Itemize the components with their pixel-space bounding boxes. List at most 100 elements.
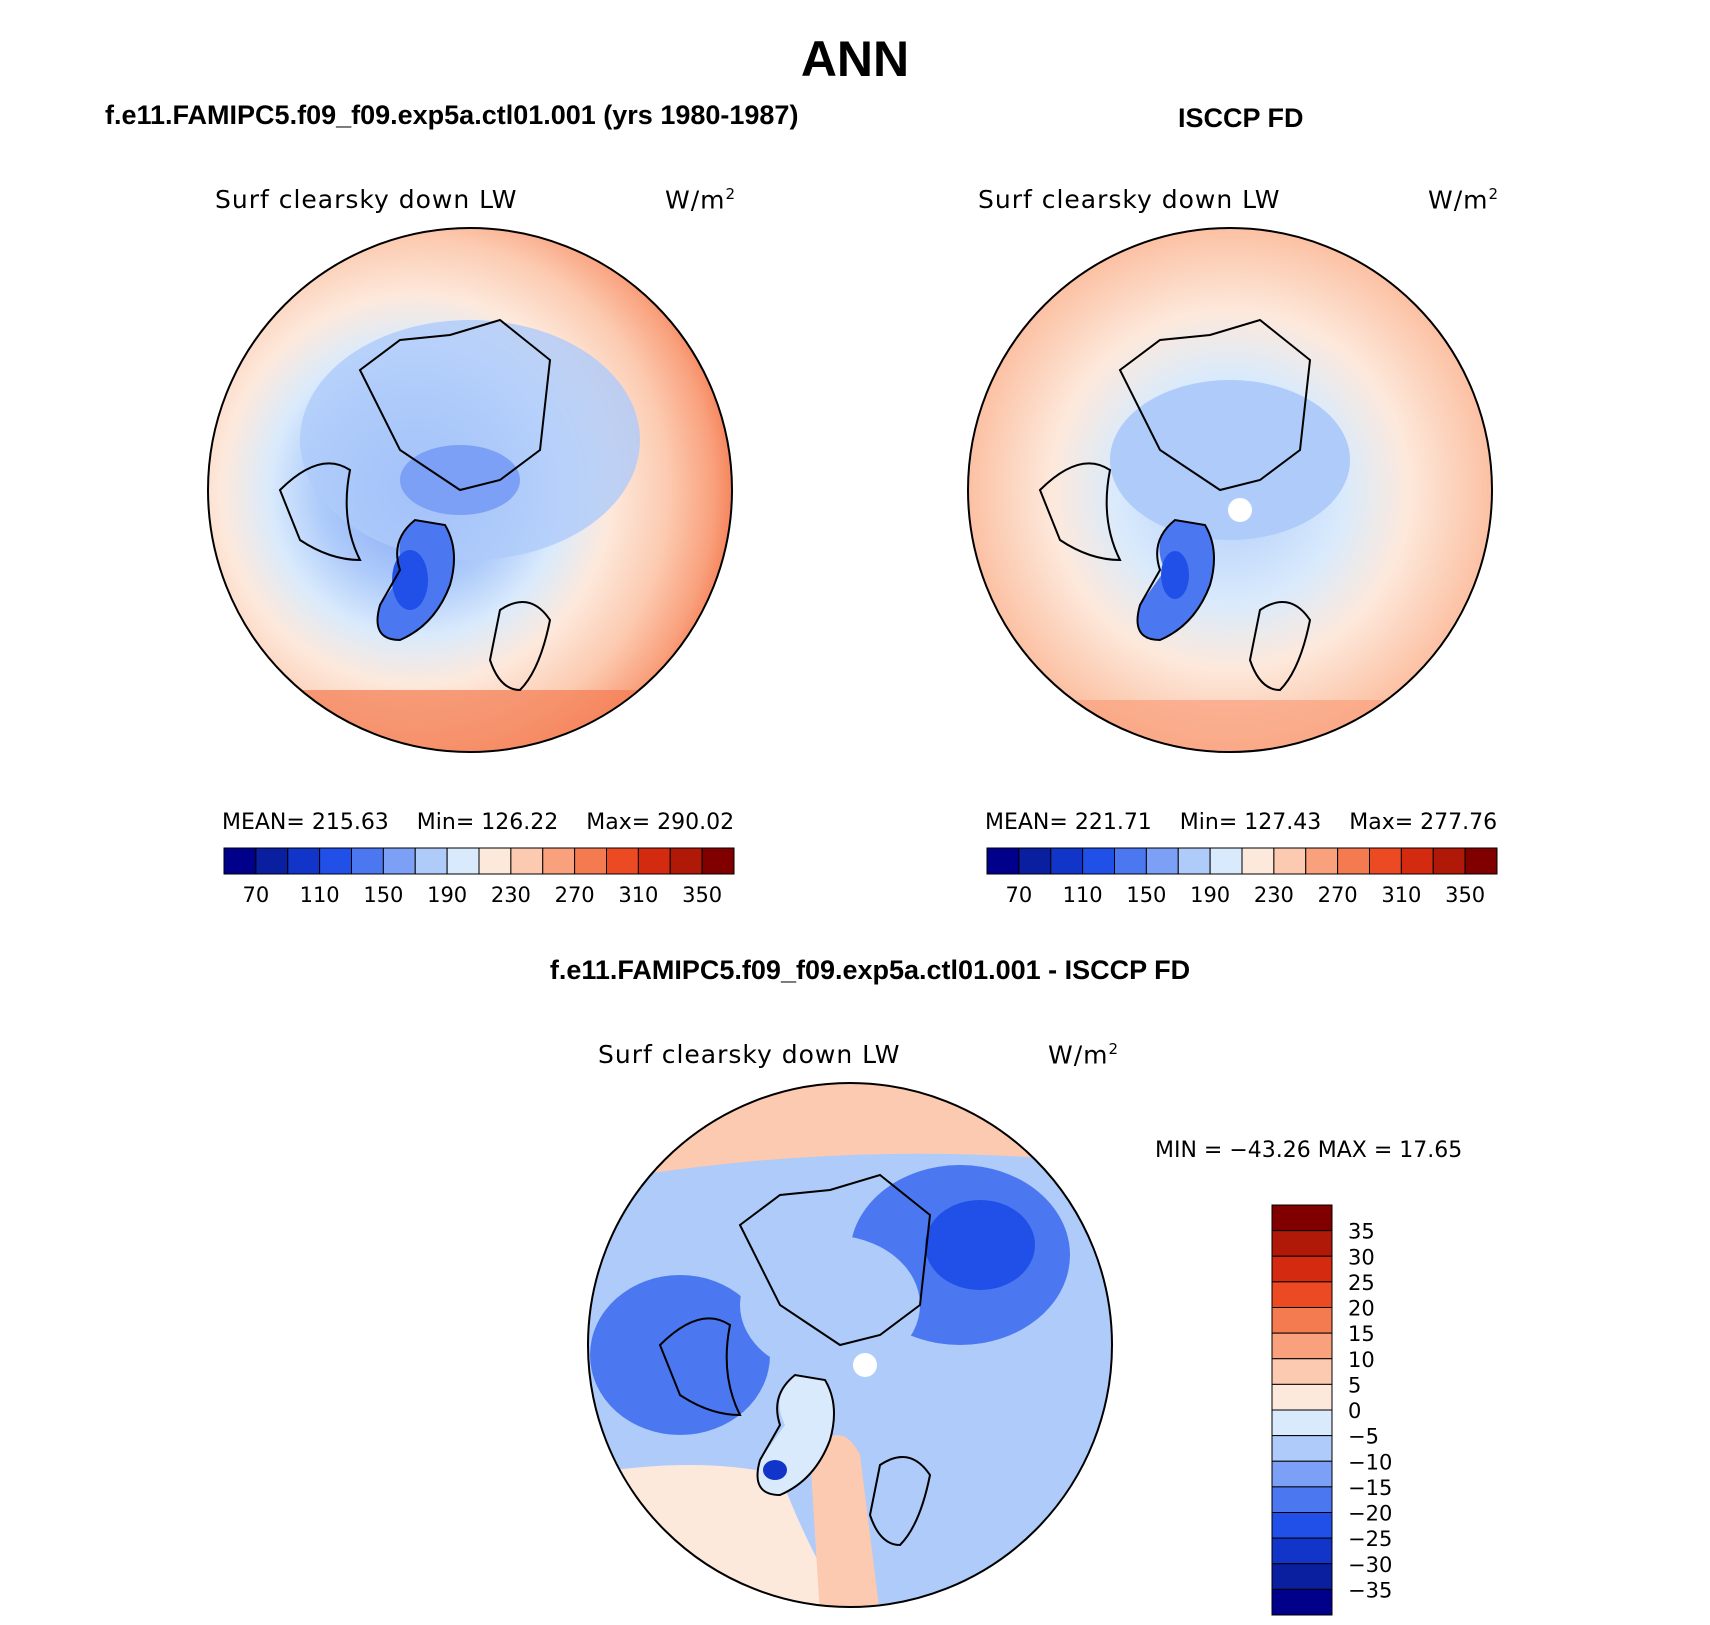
panel-1-colorbar-tick-label: 150 <box>363 883 403 907</box>
panel-2-colorbar-tick-label: 150 <box>1126 883 1166 907</box>
diff-panel-units: W/m2 <box>1048 1040 1120 1070</box>
panel-1-colorbar-tick-label: 190 <box>427 883 467 907</box>
diff-colorbar-tick-label: 15 <box>1348 1322 1375 1346</box>
panel-2-units: W/m2 <box>1428 185 1500 215</box>
coastline <box>1118 318 1312 492</box>
diff-colorbar-swatch <box>1271 1281 1333 1308</box>
panel-1-colorbar-swatch <box>223 847 257 875</box>
diff-panel-minmax: MIN = −43.26 MAX = 17.65 <box>1155 1138 1463 1163</box>
diff-panel-polar-map <box>587 1082 1113 1608</box>
diff-colorbar-tick-label: −25 <box>1348 1527 1392 1551</box>
panel-1-colorbar-swatch <box>478 847 512 875</box>
panel-1-title: f.e11.FAMIPC5.f09_f09.exp5a.ctl01.001 (y… <box>105 100 799 130</box>
panel-2-colorbar-swatch <box>1209 847 1243 875</box>
panel-2-colorbar-swatch <box>1464 847 1498 875</box>
panel-1-stats: MEAN= 215.63 Min= 126.22 Max= 290.02 <box>222 810 735 835</box>
diff-colorbar-swatch <box>1271 1358 1333 1385</box>
panel-1-colorbar-swatch <box>669 847 703 875</box>
diff-colorbar-swatch <box>1271 1435 1333 1462</box>
panel-2-colorbar-swatch <box>1145 847 1179 875</box>
diff-colorbar-tick-label: −20 <box>1348 1502 1392 1526</box>
panel-1-colorbar-swatch <box>637 847 671 875</box>
panel-1-colorbar-tick-label: 270 <box>555 883 595 907</box>
diff-colorbar-swatch <box>1271 1332 1333 1360</box>
panel-1-colorbar-tick-label: 70 <box>243 883 270 907</box>
panel-2-colorbar: 70 110 150 190 230 270 310 350 <box>986 847 1498 907</box>
diff-colorbar-swatch <box>1271 1588 1333 1616</box>
panel-1-colorbar-swatch <box>701 847 735 875</box>
panel-2-colorbar-swatch <box>986 847 1020 875</box>
diff-colorbar-tick-label: 5 <box>1348 1373 1361 1397</box>
panel-2-stats: MEAN= 221.71 Min= 127.43 Max= 277.76 <box>985 810 1498 835</box>
coastline <box>738 1173 932 1347</box>
panel-1-colorbar-swatch <box>542 847 576 875</box>
panel-2-colorbar-swatch <box>1369 847 1402 875</box>
diff-colorbar-tick-label: −35 <box>1348 1578 1392 1602</box>
panel-1-colorbar-tick-label: 350 <box>682 883 722 907</box>
panel-1-colorbar-swatch <box>319 847 352 875</box>
diff-colorbar-tick-label: 0 <box>1348 1399 1361 1423</box>
panel-2-colorbar-swatch <box>1337 847 1370 875</box>
panel-1-polar-map <box>207 227 733 753</box>
panel-2-title: ISCCP FD <box>1178 103 1304 133</box>
coastline <box>358 318 552 492</box>
diff-colorbar-swatch <box>1271 1307 1333 1334</box>
diff-colorbar-swatch <box>1271 1512 1333 1539</box>
panel-2-colorbar-tick-label: 230 <box>1254 883 1294 907</box>
missing-data-pole <box>853 1353 877 1377</box>
diff-colorbar-swatch <box>1271 1383 1333 1411</box>
diff-colorbar-tick-label: 35 <box>1348 1220 1375 1244</box>
panel-2-colorbar-swatch <box>1082 847 1115 875</box>
panel-1-colorbar-swatch <box>510 847 544 875</box>
central-arctic-cold-region <box>400 445 520 515</box>
panel-2-colorbar-swatch <box>1050 847 1084 875</box>
panel-1-colorbar-swatch <box>287 847 321 875</box>
panel-2-colorbar-swatch <box>1305 847 1339 875</box>
panel-2-colorbar-tick-label: 110 <box>1063 883 1103 907</box>
panel-2-colorbar-tick-label: 270 <box>1318 883 1358 907</box>
panel-2-colorbar-swatch <box>1432 847 1466 875</box>
diff-colorbar-tick-label: 20 <box>1348 1297 1375 1321</box>
panel-2-colorbar-swatch <box>1114 847 1147 875</box>
figure-title: ANN <box>800 31 910 87</box>
panel-1-variable: Surf clearsky down LW <box>215 185 518 214</box>
diff-colorbar-swatch <box>1271 1563 1333 1590</box>
panel-2-colorbar-swatch <box>1018 847 1052 875</box>
panel-2-colorbar-tick-label: 190 <box>1190 883 1230 907</box>
panel-2-colorbar-swatch <box>1273 847 1307 875</box>
diff-colorbar-tick-label: −5 <box>1348 1425 1379 1449</box>
diff-colorbar-tick-label: −15 <box>1348 1476 1392 1500</box>
diff-colorbar-tick-label: −30 <box>1348 1553 1392 1577</box>
panel-2-variable: Surf clearsky down LW <box>978 185 1281 214</box>
panel-2-colorbar-swatch <box>1177 847 1211 875</box>
panel-2-polar-map <box>967 227 1493 753</box>
diff-colorbar-swatch <box>1271 1486 1333 1513</box>
diff-colorbar-swatch <box>1271 1537 1333 1565</box>
panel-1-colorbar-swatch <box>606 847 639 875</box>
diff-colorbar-swatch <box>1271 1204 1333 1232</box>
panel-1-colorbar-swatch <box>574 847 607 875</box>
diff-colorbar-swatch <box>1271 1409 1333 1437</box>
diff-panel-title: f.e11.FAMIPC5.f09_f09.exp5a.ctl01.001 - … <box>549 955 1191 985</box>
diff-colorbar-tick-label: 10 <box>1348 1348 1375 1372</box>
diff-panel-variable: Surf clearsky down LW <box>598 1040 901 1069</box>
panel-1-units: W/m2 <box>665 185 737 215</box>
arctic-ocean-region <box>1110 380 1350 540</box>
panel-2-colorbar-tick-label: 350 <box>1445 883 1485 907</box>
diff-colorbar-tick-label: 25 <box>1348 1271 1375 1295</box>
panel-2-colorbar-tick-label: 310 <box>1381 883 1421 907</box>
panel-1-colorbar-swatch <box>446 847 480 875</box>
panel-2-colorbar-swatch <box>1400 847 1434 875</box>
diff-colorbar-tick-label: 30 <box>1348 1245 1375 1269</box>
diff-colorbar-tick-label: −10 <box>1348 1450 1392 1474</box>
panel-1-colorbar-tick-label: 230 <box>491 883 531 907</box>
arctic-ocean-region <box>300 320 640 560</box>
panel-1-colorbar-tick-label: 110 <box>300 883 340 907</box>
panel-1-colorbar-tick-label: 310 <box>618 883 658 907</box>
missing-data-pole <box>1228 498 1252 522</box>
diff-colorbar-swatch <box>1271 1230 1333 1257</box>
panel-2-colorbar-swatch <box>1241 847 1275 875</box>
panel-1-colorbar-swatch <box>255 847 289 875</box>
panel-1-colorbar: 70 110 150 190 230 270 310 350 <box>223 847 735 907</box>
